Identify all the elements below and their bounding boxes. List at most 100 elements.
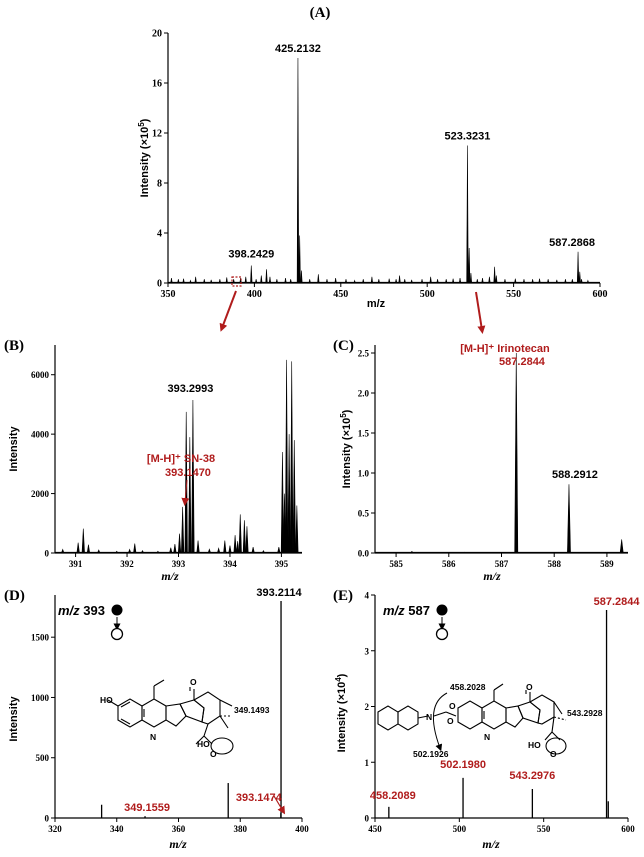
y-tick-label: 0 xyxy=(45,814,50,824)
structure-o-lactone: O xyxy=(210,749,217,759)
x-tick-label: 587 xyxy=(495,559,509,569)
y-tick-label: 2.0 xyxy=(358,389,370,399)
peak-label-587-2844: 587.2844 xyxy=(594,596,641,608)
x-tick-label: 320 xyxy=(48,824,62,834)
sn38-arrow xyxy=(181,479,190,506)
structure-e-o: O xyxy=(449,701,456,711)
precursor-label-587: m/z 587 xyxy=(383,603,430,618)
peak-label-543-2976: 543.2976 xyxy=(509,770,555,782)
x-tick-label: 395 xyxy=(275,559,289,569)
spectrum-peak xyxy=(493,266,496,284)
peak-label-587: 587.2868 xyxy=(549,237,595,249)
x-tick-label: 360 xyxy=(172,824,186,834)
spectrum-peak xyxy=(133,543,137,554)
y-tick-label: 2000 xyxy=(31,489,50,499)
panel-b-xlabel: m/z xyxy=(161,569,179,583)
label-irinotecan-mz: 587.2844 xyxy=(499,356,546,368)
x-tick-label: 550 xyxy=(537,824,551,834)
panel-a-letter: (A) xyxy=(310,5,331,21)
zoom-arrow-c xyxy=(475,291,486,334)
fragment-label-349-1493: 349.1493 xyxy=(234,705,270,715)
peak-label-502-1980: 502.1980 xyxy=(440,759,486,771)
panel-e-ylabel: Intensity (×104) xyxy=(334,673,349,752)
spectrum-peak xyxy=(86,544,91,554)
peak-label-393-2993: 393.2993 xyxy=(167,383,213,395)
spectrum-peak xyxy=(619,539,624,554)
y-tick-label: 16 xyxy=(152,79,162,90)
fragment-label-458-2028: 458.2028 xyxy=(450,682,486,692)
x-tick-label: 600 xyxy=(621,824,635,834)
structure-n1: N xyxy=(150,732,156,742)
structure-e-n2: N xyxy=(484,732,490,742)
y-tick-label: 6000 xyxy=(31,370,50,380)
panel-a-xlabel: m/z xyxy=(367,298,386,310)
structure-e-n1: N xyxy=(426,712,432,722)
y-tick-label: 1500 xyxy=(31,633,50,643)
arrow-393-1474 xyxy=(273,795,286,815)
panel-e-xlabel: m/z xyxy=(482,837,500,851)
panel-c-xlabel: m/z xyxy=(483,569,501,583)
x-tick-label: 500 xyxy=(420,289,435,300)
x-tick-label: 340 xyxy=(110,824,124,834)
panel-c-ylabel: Intensity (×105) xyxy=(339,409,354,488)
x-tick-label: 600 xyxy=(593,289,608,300)
spectrum-peak xyxy=(317,274,320,284)
peak-label-393-1474: 393.1474 xyxy=(236,792,283,804)
y-tick-label: 1.5 xyxy=(358,429,370,439)
label-sn38: [M-H]⁺ SN-38 xyxy=(147,453,215,465)
y-tick-label: 2.5 xyxy=(358,349,370,359)
structure-ho: HO xyxy=(100,695,113,705)
x-tick-label: 550 xyxy=(506,289,521,300)
spectrum-peak xyxy=(245,526,249,554)
spectrum-peak xyxy=(236,541,240,554)
fragment-open-circle-e xyxy=(435,627,449,641)
panel-d-ylabel: Intensity xyxy=(8,696,20,742)
y-tick-label: 2 xyxy=(365,702,370,712)
peak-label-349-1559: 349.1559 xyxy=(124,802,170,814)
x-tick-label: 394 xyxy=(223,559,237,569)
spectrum-peak xyxy=(514,352,519,554)
panel-e: (E) 450 500 550 600 0 1 2 3 4 m/z 587 xyxy=(333,588,640,851)
panel-b-letter: (B) xyxy=(4,338,24,354)
structure-o-keto: O xyxy=(190,677,197,687)
structure-e-o-keto: O xyxy=(526,682,533,692)
spectrum-peak xyxy=(238,514,242,554)
spectrum-peak xyxy=(468,247,471,284)
x-tick-label: 350 xyxy=(161,289,176,300)
spectrum-peak xyxy=(260,275,263,284)
spectrum-peak xyxy=(287,434,291,554)
peak-label-458-2089: 458.2089 xyxy=(370,790,416,802)
panel-c-letter: (C) xyxy=(333,338,354,354)
label-sn38-mz: 393.1470 xyxy=(165,467,211,479)
structure-ho2: HO xyxy=(197,739,210,749)
precursor-annotation-393: m/z 393 xyxy=(58,603,124,641)
panel-b: (B) 391 392 393 394 395 0 2000 4000 6000 393.299… xyxy=(4,338,302,583)
irinotecan-structure xyxy=(377,683,567,755)
y-tick-label: 4 xyxy=(157,229,162,240)
precursor-filled-circle xyxy=(111,604,123,616)
x-tick-label: 391 xyxy=(69,559,83,569)
panel-d: (D) 320 340 360 380 400 0 500 1000 1500 m/z 393 xyxy=(4,587,309,851)
y-tick-label: 8 xyxy=(157,179,162,190)
spectrum-peak xyxy=(265,269,268,284)
spectrum-peak xyxy=(466,145,469,284)
x-tick-label: 450 xyxy=(368,824,382,834)
spectrum-peak xyxy=(469,272,473,284)
panel-a: (A) 350 400 450 500 550 600 0 4 8 12 16 20 425.2132… xyxy=(137,5,608,334)
y-tick-label: 1 xyxy=(365,758,370,768)
structure-e-ho: HO xyxy=(528,740,541,750)
x-tick-label: 393 xyxy=(172,559,186,569)
peak-label-393-2114: 393.2114 xyxy=(256,587,302,599)
label-irinotecan: [M-H]⁺ Irinotecan xyxy=(460,343,550,355)
spectrum-peak xyxy=(196,540,200,554)
y-tick-label: 20 xyxy=(152,29,162,40)
fragment-label-502-1926: 502.1926 xyxy=(413,749,449,759)
y-tick-label: 0 xyxy=(365,814,370,824)
sn38-structure xyxy=(107,679,234,755)
x-tick-label: 589 xyxy=(600,559,614,569)
x-tick-label: 400 xyxy=(295,824,309,834)
y-tick-label: 3 xyxy=(365,646,370,656)
x-tick-label: 400 xyxy=(247,289,262,300)
peak-label-523: 523.3231 xyxy=(445,131,491,143)
spectrum-peak xyxy=(300,270,303,284)
